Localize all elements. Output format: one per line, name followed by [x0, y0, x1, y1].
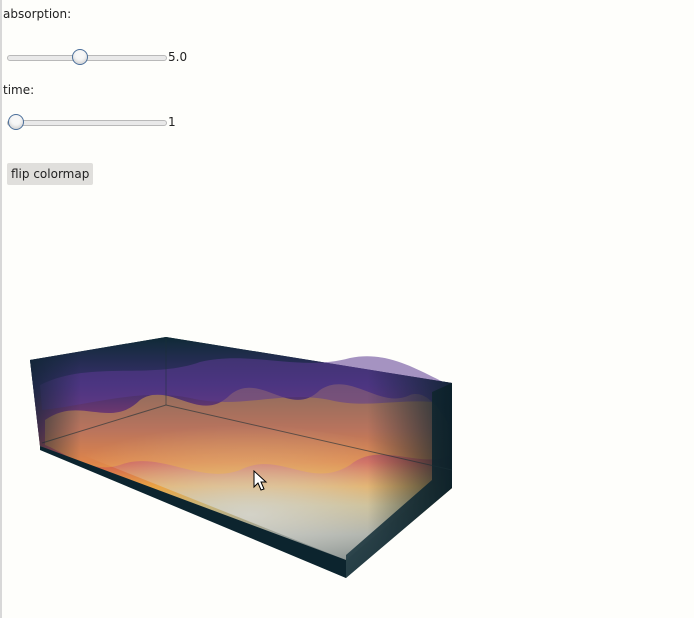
- absorption-slider-thumb[interactable]: [71, 49, 88, 65]
- window-left-edge: [0, 0, 2, 618]
- time-slider-track[interactable]: [7, 120, 167, 126]
- flip-colormap-button[interactable]: flip colormap: [7, 163, 94, 185]
- time-label: time:: [3, 83, 35, 97]
- time-slider-thumb[interactable]: [8, 114, 24, 130]
- volume-shading: [30, 337, 452, 578]
- time-value: 1: [168, 115, 176, 129]
- absorption-label: absorption:: [3, 7, 72, 21]
- arrow-cursor-icon: [253, 469, 268, 491]
- volume-right-face: [346, 383, 452, 578]
- volume-bottom-edge: [40, 446, 346, 578]
- absorption-value: 5.0: [168, 50, 188, 64]
